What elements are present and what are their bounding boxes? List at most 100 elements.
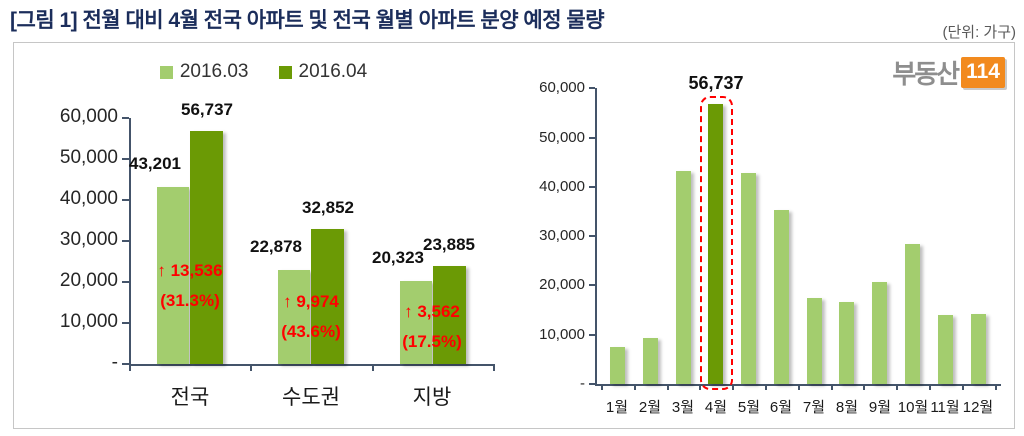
- x-axis-tick-mark: [929, 384, 931, 390]
- y-axis-tick-mark: [589, 334, 595, 336]
- highlight-value-label: 56,737: [688, 73, 744, 93]
- y-axis-tick-mark: [589, 137, 595, 139]
- y-axis-tick-mark: [589, 186, 595, 188]
- bar-value-label: 32,852: [302, 198, 354, 217]
- logo-badge-114: 114: [961, 57, 1005, 88]
- bar-value-label: 56,737: [181, 100, 233, 119]
- y-axis-tick-label: 30,000: [539, 227, 585, 244]
- bar-month: [676, 171, 691, 384]
- grouped-bar-chart: 60,000 50,000 40,000 30,000 20,000 10,000 - 43,…: [14, 43, 513, 428]
- bar-month-highlighted: [708, 104, 723, 384]
- category-label: 지방: [412, 386, 452, 409]
- change-annotation-pct: (43.6%): [281, 322, 341, 341]
- change-annotation: ↑ 9,974 (43.6%): [249, 287, 373, 347]
- y-axis-tick-label: 30,000: [59, 229, 118, 250]
- x-axis-tick-mark: [634, 384, 636, 390]
- legend-item-2016-04: 2016.04: [278, 61, 368, 83]
- legend-swatch-dark-green: [278, 65, 292, 79]
- x-axis-tick-mark: [896, 384, 898, 390]
- x-axis-tick-mark: [372, 364, 374, 371]
- x-axis-tick-mark: [493, 364, 495, 371]
- x-axis-tick-mark: [962, 384, 964, 390]
- bar-month: [971, 314, 986, 384]
- y-axis-tick-label: 60,000: [59, 106, 118, 127]
- y-axis-tick-label: 50,000: [539, 129, 585, 146]
- month-label: 5월: [737, 399, 761, 416]
- y-axis-line: [595, 88, 597, 384]
- bar-2016-03: [157, 187, 189, 364]
- month-label: 4월: [704, 399, 728, 416]
- y-axis-tick-mark: [122, 158, 129, 160]
- x-axis-tick-mark: [667, 384, 669, 390]
- legend-label: 2016.04: [298, 61, 368, 82]
- y-axis-tick-mark: [122, 199, 129, 201]
- x-axis-tick-mark: [863, 384, 865, 390]
- bar-value-label: 23,885: [423, 235, 475, 254]
- bar-2016-03: [278, 270, 310, 364]
- bar-value-label: 20,323: [372, 248, 424, 267]
- month-label: 6월: [769, 399, 793, 416]
- bar-value-label: 22,878: [250, 237, 302, 256]
- highlight-dashed-box: [700, 96, 733, 390]
- bar-2016-04: [190, 131, 223, 364]
- month-label: 2월: [638, 399, 662, 416]
- bar-month: [610, 347, 625, 384]
- month-label: 10월: [897, 399, 929, 416]
- figure-title: [그림 1] 전월 대비 4월 전국 아파트 및 전국 월별 아파트 분양 예정…: [10, 9, 605, 32]
- bar-2016-04: [311, 229, 344, 364]
- change-annotation-pct: (31.3%): [160, 291, 220, 310]
- category-label: 수도권: [282, 386, 340, 409]
- legend-label: 2016.03: [179, 61, 249, 82]
- y-axis-tick-label: 10,000: [59, 311, 118, 332]
- change-annotation-delta: ↑ 9,974: [283, 292, 339, 311]
- x-axis-tick-mark: [798, 384, 800, 390]
- bar-month: [741, 173, 756, 384]
- bar-month: [938, 315, 953, 384]
- logo-text: 부동산: [892, 59, 960, 89]
- y-axis-tick-mark: [122, 322, 129, 324]
- x-axis-tick-mark: [831, 384, 833, 390]
- x-axis-tick-mark: [732, 384, 734, 390]
- month-label: 3월: [671, 399, 695, 416]
- budongsan114-logo: 부동산 114: [892, 54, 1005, 91]
- chart-legend: 2016.03 2016.04: [14, 61, 513, 83]
- y-axis-tick-label: 20,000: [59, 270, 118, 291]
- x-axis-tick-mark: [995, 384, 997, 390]
- change-annotation: ↑ 3,562 (17.5%): [370, 297, 494, 357]
- month-label: 1월: [605, 399, 629, 416]
- month-label: 7월: [802, 399, 826, 416]
- x-axis-tick-mark: [129, 364, 131, 371]
- y-axis-line: [129, 118, 131, 364]
- bar-month: [643, 338, 658, 384]
- unit-label: (단위: 가구): [942, 24, 1016, 41]
- bar-month: [872, 282, 887, 384]
- month-label: 11월: [930, 399, 960, 416]
- y-axis-tick-mark: [589, 383, 595, 385]
- bar-2016-04: [433, 266, 466, 364]
- x-axis-line: [129, 364, 494, 366]
- y-axis-tick-mark: [122, 240, 129, 242]
- left-chart-panel: 2016.03 2016.04 60,000 50,000 40,000 30,000…: [13, 42, 514, 429]
- legend-item-2016-03: 2016.03: [159, 61, 249, 83]
- y-axis-tick-mark: [589, 87, 595, 89]
- change-annotation-pct: (17.5%): [402, 332, 462, 351]
- x-axis-tick-mark: [601, 384, 603, 390]
- monthly-bar-chart: 60,000 50,000 40,000 30,000 20,000 10,000 - 1월 2…: [513, 43, 1014, 428]
- bar-month: [839, 302, 854, 384]
- bar-value-label: 43,201: [129, 154, 181, 173]
- y-axis-tick-label: 40,000: [539, 178, 585, 195]
- bar-month: [774, 210, 789, 384]
- y-axis-tick-label: -: [580, 375, 585, 392]
- x-axis-tick-mark: [765, 384, 767, 390]
- category-label: 전국: [170, 386, 210, 409]
- bar-month: [905, 244, 920, 384]
- y-axis-tick-label: 20,000: [539, 276, 585, 293]
- y-axis-tick-label: 10,000: [539, 326, 585, 343]
- y-axis-tick-label: 50,000: [59, 147, 118, 168]
- change-annotation: ↑ 13,536 (31.3%): [128, 256, 252, 316]
- change-annotation-delta: ↑ 3,562: [404, 302, 460, 321]
- month-label: 12월: [962, 399, 994, 416]
- y-axis-tick-mark: [589, 284, 595, 286]
- y-axis-tick-mark: [122, 281, 129, 283]
- bar-2016-03: [400, 281, 432, 364]
